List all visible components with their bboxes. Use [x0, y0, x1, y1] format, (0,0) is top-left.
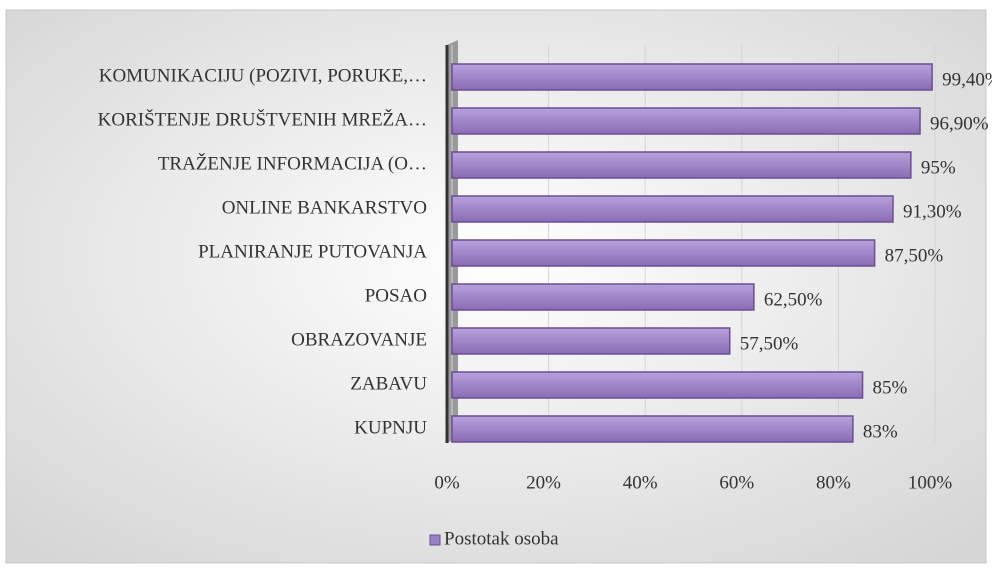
bar: [451, 107, 921, 135]
data-label: 91,30%: [903, 201, 962, 222]
data-label: 85%: [873, 377, 908, 398]
y-tick-label: OBRAZOVANJE: [291, 329, 427, 350]
y-tick-label: ONLINE BANKARSTVO: [222, 197, 427, 218]
y-tick-label: KOMUNIKACIJU (POZIVI, PORUKE,…: [99, 65, 427, 86]
bar: [451, 371, 864, 399]
x-tick-label: 0%: [434, 472, 460, 493]
x-tick-label: 60%: [719, 472, 754, 493]
x-tick-label: 20%: [526, 472, 561, 493]
bar: [451, 63, 933, 91]
y-tick-label: TRAŽENJE INFORMACIJA (O…: [158, 152, 427, 174]
y-tick-label: PLANIRANJE PUTOVANJA: [198, 241, 427, 262]
data-label: 96,90%: [930, 113, 989, 134]
bar: [451, 151, 912, 179]
bar: [451, 195, 894, 223]
data-label: 62,50%: [764, 289, 823, 310]
y-tick-label: ZABAVU: [350, 373, 427, 394]
bar: [451, 327, 731, 355]
y-tick-label: KUPNJU: [354, 417, 427, 438]
y-tick-label: POSAO: [365, 285, 427, 306]
y-tick-label: KORIŠTENJE DRUŠTVENIH MREŽA…: [98, 108, 427, 130]
legend-swatch: [429, 534, 441, 546]
x-tick-label: 40%: [623, 472, 658, 493]
data-label: 83%: [863, 421, 898, 442]
data-label: 99,40%: [942, 69, 992, 90]
x-tick-label: 80%: [816, 472, 851, 493]
data-label: 87,50%: [885, 245, 944, 266]
bar: [451, 283, 755, 311]
legend-label: Postotak osoba: [444, 528, 559, 549]
bar: [451, 239, 876, 267]
data-label: 95%: [921, 157, 956, 178]
x-tick-label: 100%: [908, 472, 953, 493]
bar: [451, 415, 854, 443]
data-label: 57,50%: [740, 333, 799, 354]
